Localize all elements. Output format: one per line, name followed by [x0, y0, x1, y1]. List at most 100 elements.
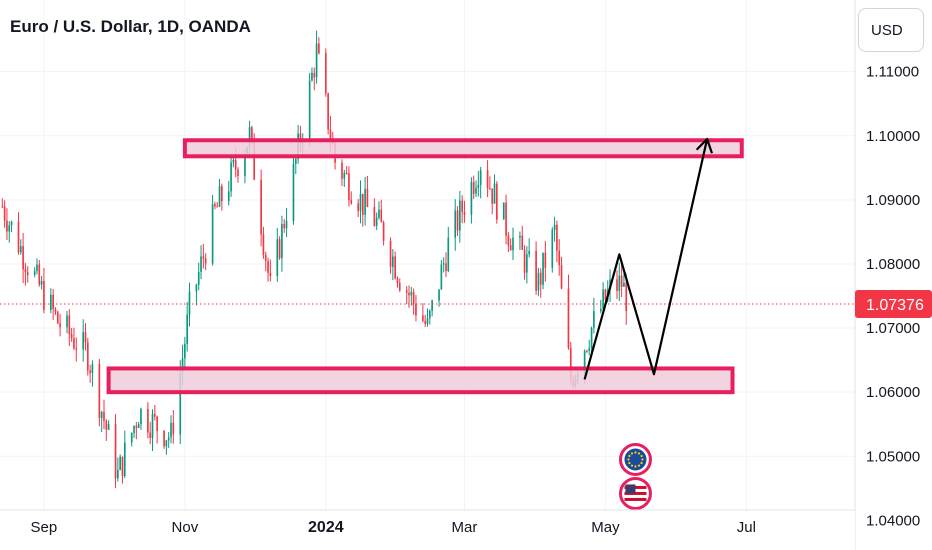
y-tick-label: 1.05000	[866, 448, 920, 465]
candle-body	[375, 217, 378, 226]
candle-body	[163, 431, 165, 447]
candle-body	[59, 323, 61, 328]
candle-body	[156, 416, 158, 432]
candle-body	[424, 320, 427, 324]
candle-body	[281, 224, 283, 259]
resistance-zone[interactable]	[182, 138, 744, 159]
candle-body	[422, 315, 424, 321]
candle-body	[593, 311, 595, 328]
us-flag-icon[interactable]	[618, 476, 652, 510]
candle-body	[438, 289, 440, 301]
candle-body	[373, 207, 376, 226]
candle-body	[461, 200, 463, 213]
candle-body	[625, 282, 628, 312]
candle-body	[70, 334, 73, 339]
candle-body	[475, 187, 477, 194]
price-axis[interactable]	[855, 0, 932, 550]
candle-body	[84, 332, 87, 343]
projection-arrow[interactable]	[583, 137, 713, 380]
candle-body	[394, 256, 396, 279]
candle-body	[502, 202, 505, 220]
candle-body	[345, 172, 348, 174]
candle-body	[98, 364, 101, 418]
candle-body	[380, 209, 383, 223]
projection-path[interactable]	[583, 138, 709, 380]
candle-body	[103, 412, 105, 421]
candle-body	[604, 289, 607, 300]
candle-body	[197, 271, 200, 285]
y-tick-label: 1.10000	[866, 128, 920, 145]
candle-body	[114, 424, 117, 479]
candle-body	[544, 252, 547, 268]
candle-body	[539, 272, 542, 285]
candle-body	[428, 310, 431, 319]
candle-body	[528, 250, 531, 255]
candle-body	[470, 182, 473, 215]
candle-body	[17, 221, 20, 253]
time-axis[interactable]	[0, 510, 855, 550]
candle-body	[195, 284, 198, 292]
candle-body	[26, 272, 29, 275]
candle-body	[583, 350, 586, 374]
candle-body	[68, 315, 71, 335]
eu-flag-icon[interactable]	[618, 442, 652, 476]
candle-body	[519, 235, 521, 238]
candle-body	[283, 224, 286, 229]
candle-body	[253, 138, 256, 180]
candle-body	[24, 269, 27, 273]
candle-body	[359, 193, 362, 211]
candle-body	[590, 327, 593, 349]
candle-body	[50, 294, 52, 310]
candle-body	[119, 456, 121, 470]
event-flags[interactable]	[618, 442, 652, 510]
candle-body	[73, 338, 75, 349]
candle-body	[505, 202, 507, 236]
candle-body	[105, 420, 108, 430]
x-tick-label: Nov	[172, 519, 199, 536]
zones-layer[interactable]	[106, 138, 744, 395]
candle-body	[535, 250, 537, 291]
candle-body	[472, 182, 475, 194]
candle-body	[130, 432, 133, 443]
currency-button[interactable]: USD	[858, 8, 924, 52]
candle-body	[493, 183, 496, 204]
candle-body	[329, 129, 332, 140]
candle-body	[553, 224, 556, 231]
candle-body	[486, 170, 489, 189]
candle-body	[357, 203, 360, 211]
candle-body	[477, 184, 480, 188]
candle-body	[204, 258, 207, 264]
candle-body	[269, 272, 272, 276]
candle-body	[431, 300, 433, 311]
arrow-head	[695, 137, 713, 154]
candle-body	[454, 210, 457, 238]
candle-body	[54, 309, 57, 312]
candle-body	[350, 200, 353, 204]
candle-body	[327, 93, 329, 130]
candle-body	[308, 80, 311, 139]
candle-body	[100, 412, 103, 418]
y-tick-label: 1.06000	[866, 384, 920, 401]
x-tick-label: Jul	[737, 519, 756, 536]
candle-body	[36, 264, 38, 272]
candle-body	[318, 43, 320, 54]
candle-body	[324, 53, 327, 94]
candle-body	[415, 303, 417, 316]
candlestick-series	[1, 30, 628, 489]
candle-body	[447, 237, 450, 272]
candle-body	[3, 206, 6, 221]
candle-body	[91, 364, 94, 374]
candle-body	[8, 225, 11, 232]
candle-body	[378, 209, 380, 218]
candle-body	[412, 292, 415, 304]
candle-body	[218, 186, 221, 207]
candle-body	[186, 314, 189, 344]
current-price-text: 1.07376	[866, 297, 924, 314]
candle-body	[558, 250, 561, 266]
candle-body	[440, 264, 443, 290]
candle-body	[442, 263, 445, 265]
candle-body	[153, 413, 156, 417]
support-zone[interactable]	[106, 366, 735, 395]
candle-body	[6, 220, 8, 232]
